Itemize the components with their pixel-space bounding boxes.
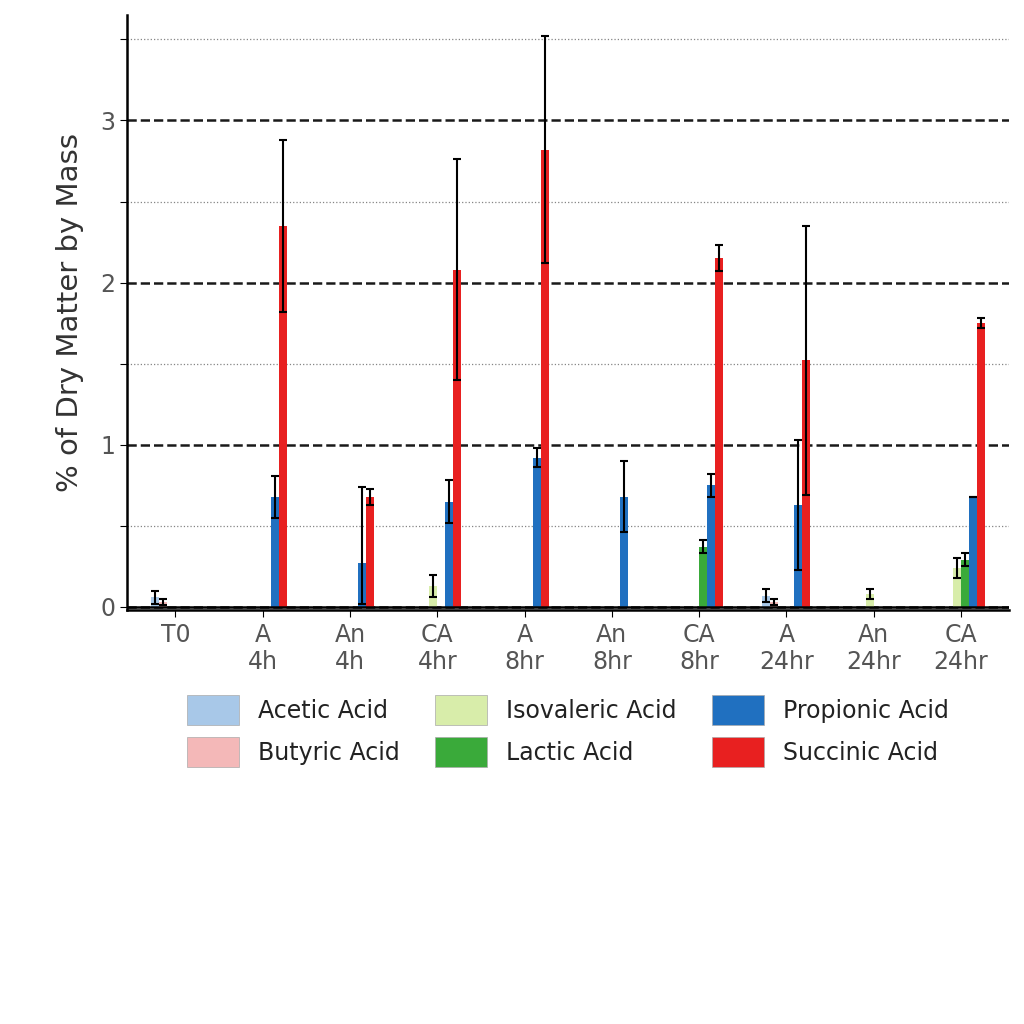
Bar bbox=[160, 602, 168, 607]
Bar bbox=[969, 497, 977, 607]
Bar bbox=[541, 150, 549, 607]
Bar bbox=[803, 360, 810, 607]
Bar bbox=[977, 324, 985, 607]
Bar bbox=[270, 497, 279, 607]
Bar bbox=[454, 269, 461, 607]
Bar bbox=[620, 497, 628, 607]
Bar bbox=[953, 568, 961, 607]
Bar bbox=[865, 594, 873, 607]
Bar bbox=[366, 497, 374, 607]
Bar bbox=[429, 586, 437, 607]
Bar bbox=[770, 602, 778, 607]
Bar bbox=[708, 485, 715, 607]
Bar bbox=[279, 226, 287, 607]
Bar bbox=[961, 560, 969, 607]
Y-axis label: % of Dry Matter by Mass: % of Dry Matter by Mass bbox=[56, 133, 84, 493]
Bar bbox=[358, 563, 366, 607]
Bar bbox=[795, 505, 803, 607]
Legend: Acetic Acid, Butyric Acid, Isovaleric Acid, Lactic Acid, Propionic Acid, Succini: Acetic Acid, Butyric Acid, Isovaleric Ac… bbox=[178, 685, 958, 777]
Bar bbox=[763, 596, 770, 607]
Bar bbox=[152, 597, 160, 607]
Bar bbox=[445, 502, 454, 607]
Bar bbox=[715, 258, 723, 607]
Bar bbox=[532, 458, 541, 607]
Bar bbox=[699, 547, 708, 607]
